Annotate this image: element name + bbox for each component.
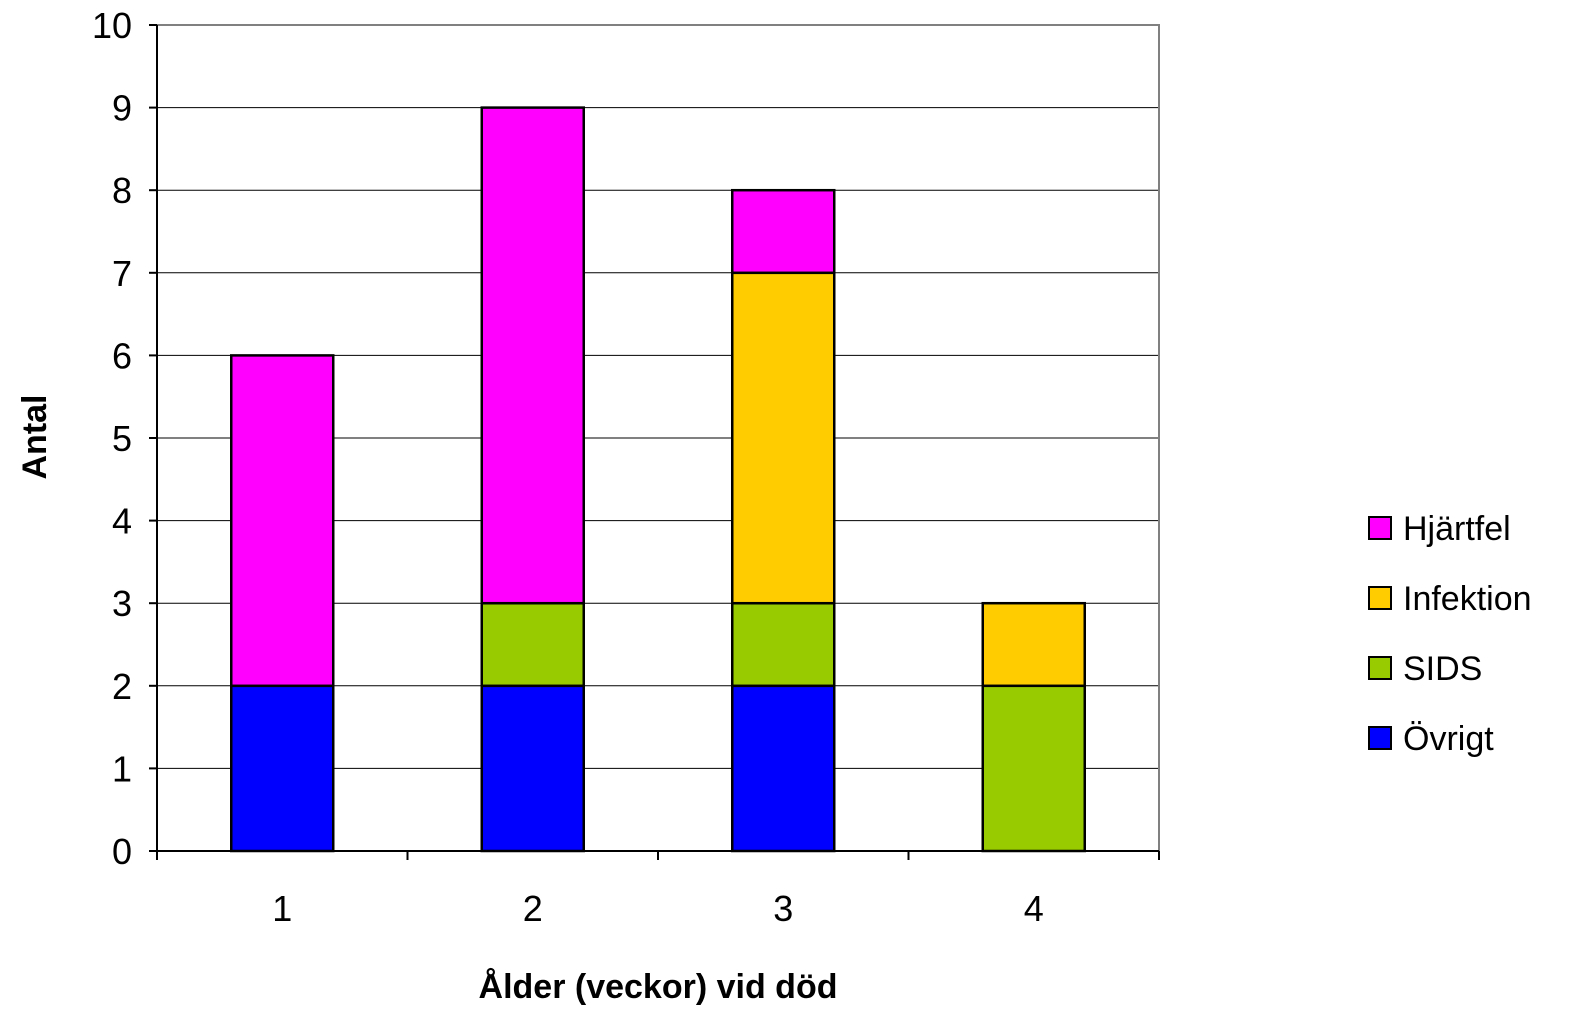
bar-segment-infektion — [731, 271, 836, 605]
bar-segment-övrigt — [230, 684, 335, 853]
bars — [230, 106, 1086, 853]
legend-swatch — [1368, 586, 1392, 610]
x-tick-label: 2 — [523, 888, 543, 929]
y-tick-label: 9 — [112, 88, 132, 129]
bar-segment-sids — [731, 601, 836, 688]
y-axis-title: Antal — [16, 395, 54, 480]
legend-swatch — [1368, 516, 1392, 540]
bar-segment-övrigt — [731, 684, 836, 853]
legend-label: Infektion — [1403, 580, 1532, 618]
axes — [149, 24, 1160, 860]
x-tick-label: 1 — [272, 888, 292, 929]
legend-item: Övrigt — [1368, 720, 1494, 758]
y-tick-label: 2 — [112, 666, 132, 707]
y-tick-label: 0 — [112, 831, 132, 872]
bar-segment-hjärtfel — [230, 354, 335, 688]
y-tick-labels: 0 1 2 3 4 5 6 7 8 9 10 — [92, 5, 132, 872]
x-tick-label: 3 — [773, 888, 793, 929]
legend-label: SIDS — [1403, 650, 1482, 688]
legend-swatch — [1368, 656, 1392, 680]
bar-segment-övrigt — [480, 684, 585, 853]
legend-item: Hjärtfel — [1368, 510, 1511, 548]
y-tick-label: 4 — [112, 501, 132, 542]
bar-segment-hjärtfel — [731, 188, 836, 275]
legend-item: Infektion — [1368, 580, 1532, 618]
bar-segment-sids — [480, 601, 585, 688]
bar-segment-sids — [981, 684, 1086, 853]
legend-label: Övrigt — [1403, 720, 1494, 758]
bar-segment-hjärtfel — [480, 106, 585, 605]
y-tick-label: 7 — [112, 253, 132, 294]
legend-label: Hjärtfel — [1403, 510, 1511, 548]
y-tick-label: 3 — [112, 583, 132, 624]
y-tick-label: 10 — [92, 5, 132, 46]
bar-segment-infektion — [981, 601, 1086, 688]
legend-swatch — [1368, 726, 1392, 750]
x-tick-label: 4 — [1024, 888, 1044, 929]
x-tick-labels: 1 2 3 4 — [272, 888, 1044, 929]
legend: Hjärtfel Infektion SIDS Övrigt — [1368, 510, 1532, 758]
y-tick-label: 5 — [112, 418, 132, 459]
y-tick-label: 6 — [112, 335, 132, 376]
y-tick-label: 8 — [112, 170, 132, 211]
legend-item: SIDS — [1368, 650, 1482, 688]
y-tick-label: 1 — [112, 748, 132, 789]
x-axis-title: Ålder (veckor) vid död — [479, 968, 838, 1006]
